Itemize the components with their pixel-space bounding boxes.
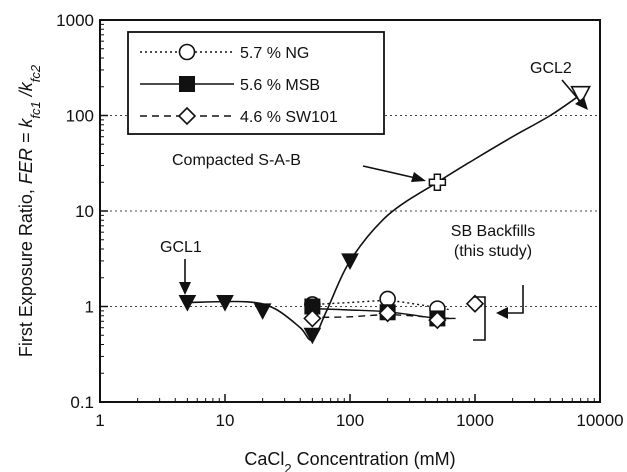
x-tick-label: 100 [336,411,364,430]
annotation-compacted: Compacted S-A-B [172,152,301,169]
x-tick-label: 1000 [456,411,494,430]
x-tick-label: 10000 [576,411,623,430]
x-tick-label: 10 [216,411,235,430]
legend: 5.7 % NG 5.6 % MSB 4.6 % SW101 [127,31,385,135]
y-tick-label: 1 [85,298,94,317]
data-point [303,309,322,328]
arrowhead-gcl2 [575,97,588,110]
series-layer [303,290,485,330]
annotation-sb-line2: (this study) [454,243,532,260]
gcl-point [216,295,234,312]
series-line [312,299,452,311]
annotation-sb-line1: SB Backfills [451,223,535,240]
data-point [465,294,485,313]
x-axis-title: CaCl2 Concentration (mM) [244,449,455,472]
arrowhead-gcl1 [179,282,191,295]
y-axis-title: First Exposure Ratio, FER = kfc1 /kfc2 [16,64,43,357]
arrow-sb [503,285,524,314]
legend-label: 4.6 % SW101 [240,109,338,126]
x-tick-label: 1 [95,411,104,430]
legend-marker [179,76,195,92]
legend-label: 5.7 % NG [240,45,309,62]
gridlines [100,115,600,307]
y-tick-label: 10 [75,202,94,221]
gcl2-point [570,85,591,106]
arrow-compacted [362,165,421,180]
gcl-point [253,303,272,320]
annotation-gcl2: GCL2 [530,60,572,77]
annotation-gcl1: GCL1 [160,239,202,256]
y-tick-label: 0.1 [70,393,94,412]
arrowhead-sb [496,307,508,319]
legend-label: 5.6 % MSB [240,77,320,94]
data-point [378,304,397,323]
legend-marker [177,106,197,126]
arrowhead-compacted [411,172,426,182]
gcl-point [303,327,322,345]
gcl-point [341,253,359,270]
data-point [428,310,447,330]
y-tick-label: 100 [66,107,94,126]
reference-data [178,85,591,345]
gcl-point [178,295,197,312]
legend-marker [178,43,196,61]
bracket-sb [473,296,486,341]
compacted-sab-point [428,173,447,192]
y-tick-label: 1000 [56,11,94,30]
annotations: GCL2 Compacted S-A-B GCL1 SB Backfills (… [160,60,588,341]
legend-box [127,31,385,135]
